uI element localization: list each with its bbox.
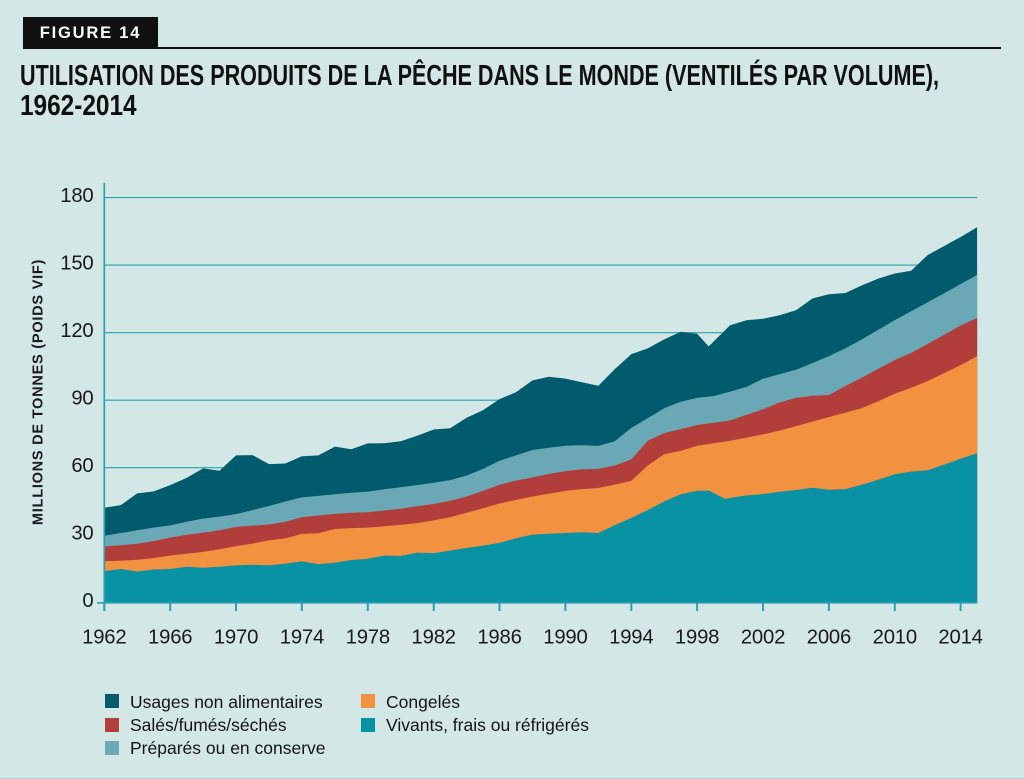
svg-text:120: 120: [60, 320, 93, 342]
svg-text:1974: 1974: [280, 626, 324, 648]
svg-text:1962: 1962: [82, 626, 126, 648]
svg-text:90: 90: [71, 388, 93, 410]
svg-text:180: 180: [60, 185, 93, 207]
svg-text:1978: 1978: [346, 626, 390, 648]
svg-text:0: 0: [82, 590, 93, 612]
svg-text:30: 30: [71, 523, 93, 545]
svg-text:MILLIONS DE TONNES (POIDS VIF): MILLIONS DE TONNES (POIDS VIF): [31, 259, 47, 525]
svg-text:1990: 1990: [543, 626, 587, 648]
svg-text:1982: 1982: [412, 626, 456, 648]
svg-text:60: 60: [71, 455, 93, 477]
svg-text:1986: 1986: [477, 626, 521, 648]
svg-text:150: 150: [60, 253, 93, 275]
svg-text:1970: 1970: [214, 626, 258, 648]
svg-text:1994: 1994: [609, 626, 653, 648]
svg-text:2010: 2010: [873, 626, 917, 648]
svg-text:1998: 1998: [675, 626, 719, 648]
svg-text:2002: 2002: [741, 626, 785, 648]
svg-text:2014: 2014: [938, 626, 982, 648]
svg-text:1966: 1966: [148, 626, 192, 648]
svg-text:2006: 2006: [807, 626, 851, 648]
